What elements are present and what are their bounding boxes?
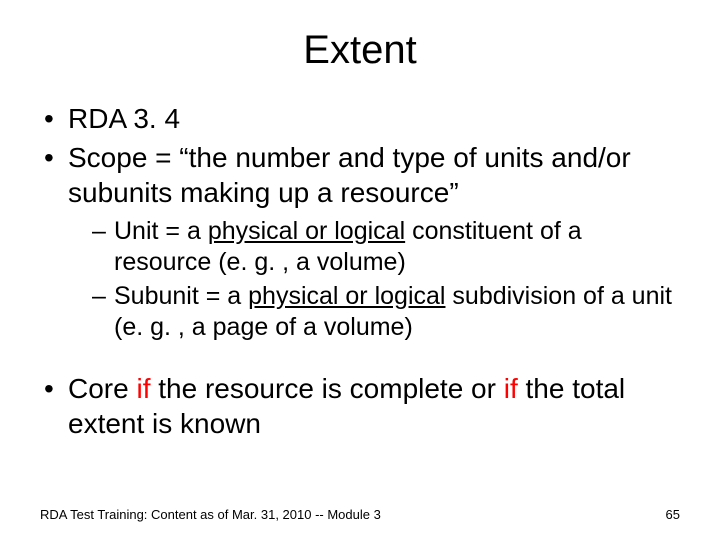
bullet-3-em1: if <box>136 373 150 404</box>
bullet-3-em2: if <box>504 373 518 404</box>
bullet-3: Core if the resource is complete or if t… <box>40 371 680 441</box>
sub-bullet-2: Subunit = a physical or logical subdivis… <box>92 281 680 344</box>
sub-bullet-2-prefix: Subunit = a <box>114 282 248 310</box>
bullet-3-pre: Core <box>68 373 136 404</box>
sub-bullet-1-underlined: physical or logical <box>208 217 405 245</box>
bullet-2: Scope = “the number and type of units an… <box>40 140 680 343</box>
bullet-3-mid: the resource is complete or <box>150 373 503 404</box>
bullet-1-text: RDA 3. 4 <box>68 103 180 134</box>
footer-text: RDA Test Training: Content as of Mar. 31… <box>40 507 381 522</box>
slide: Extent RDA 3. 4 Scope = “the number and … <box>0 0 720 540</box>
sub-bullet-1-prefix: Unit = a <box>114 217 208 245</box>
page-number: 65 <box>666 507 680 522</box>
bullet-list: RDA 3. 4 Scope = “the number and type of… <box>40 101 680 343</box>
bullet-2-text: Scope = “the number and type of units an… <box>68 142 631 208</box>
sub-bullet-list: Unit = a physical or logical constituent… <box>92 216 680 343</box>
sub-bullet-2-underlined: physical or logical <box>248 282 445 310</box>
sub-bullet-1: Unit = a physical or logical constituent… <box>92 216 680 279</box>
spacer <box>40 347 680 371</box>
bullet-1: RDA 3. 4 <box>40 101 680 136</box>
slide-title: Extent <box>40 28 680 73</box>
bullet-list-2: Core if the resource is complete or if t… <box>40 371 680 441</box>
